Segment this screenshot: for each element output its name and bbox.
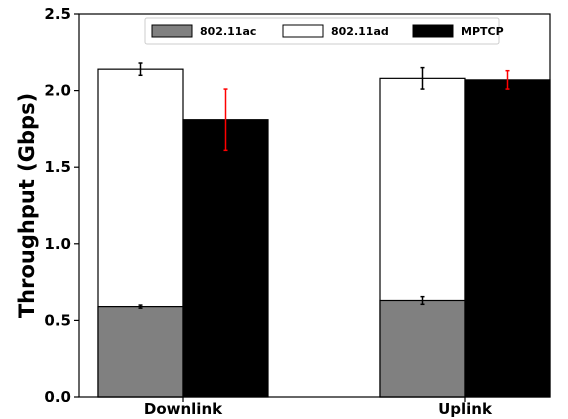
error-bar-80211ac-downlink xyxy=(138,304,143,309)
y-axis-label: Throughput (Gbps) xyxy=(15,93,39,318)
bar-mptcp-uplink xyxy=(464,79,551,398)
bar-80211ac-uplink xyxy=(379,299,466,398)
error-bars-layer xyxy=(138,62,510,309)
y-tick-label: 2.5 xyxy=(44,5,71,23)
y-tick-label: 2.0 xyxy=(44,82,71,100)
x-axis: Downlink Uplink xyxy=(144,397,493,418)
error-bar-80211ac-uplink xyxy=(420,295,425,306)
y-axis: 0.0 0.5 1.0 1.5 2.0 2.5 xyxy=(44,5,79,406)
legend-swatch-80211ac xyxy=(151,24,193,38)
error-bar-80211ad-uplink xyxy=(420,66,425,90)
legend-label-80211ac: 802.11ac xyxy=(200,25,256,38)
bar-mptcp-downlink xyxy=(182,119,269,398)
bar-80211ac-downlink xyxy=(97,306,184,398)
legend-swatch-80211ad xyxy=(282,24,324,38)
plot-frame xyxy=(78,13,551,398)
x-tick-label-downlink: Downlink xyxy=(144,400,223,418)
y-tick-label: 0.0 xyxy=(44,388,71,406)
y-tick-label: 1.0 xyxy=(44,235,71,253)
legend-label-mptcp: MPTCP xyxy=(461,25,504,38)
y-tick-label: 0.5 xyxy=(44,311,71,329)
error-bar-mptcp-uplink xyxy=(505,69,510,90)
error-bar-mptcp-downlink xyxy=(223,88,228,152)
x-tick-label-uplink: Uplink xyxy=(438,400,493,418)
legend-label-80211ad: 802.11ad xyxy=(331,25,389,38)
legend-swatch-mptcp xyxy=(412,24,454,38)
y-tick-label: 1.5 xyxy=(44,158,71,176)
legend: 802.11ac 802.11ad MPTCP xyxy=(144,17,504,45)
bars-layer xyxy=(97,68,551,398)
error-bar-80211ad-downlink xyxy=(138,62,143,77)
